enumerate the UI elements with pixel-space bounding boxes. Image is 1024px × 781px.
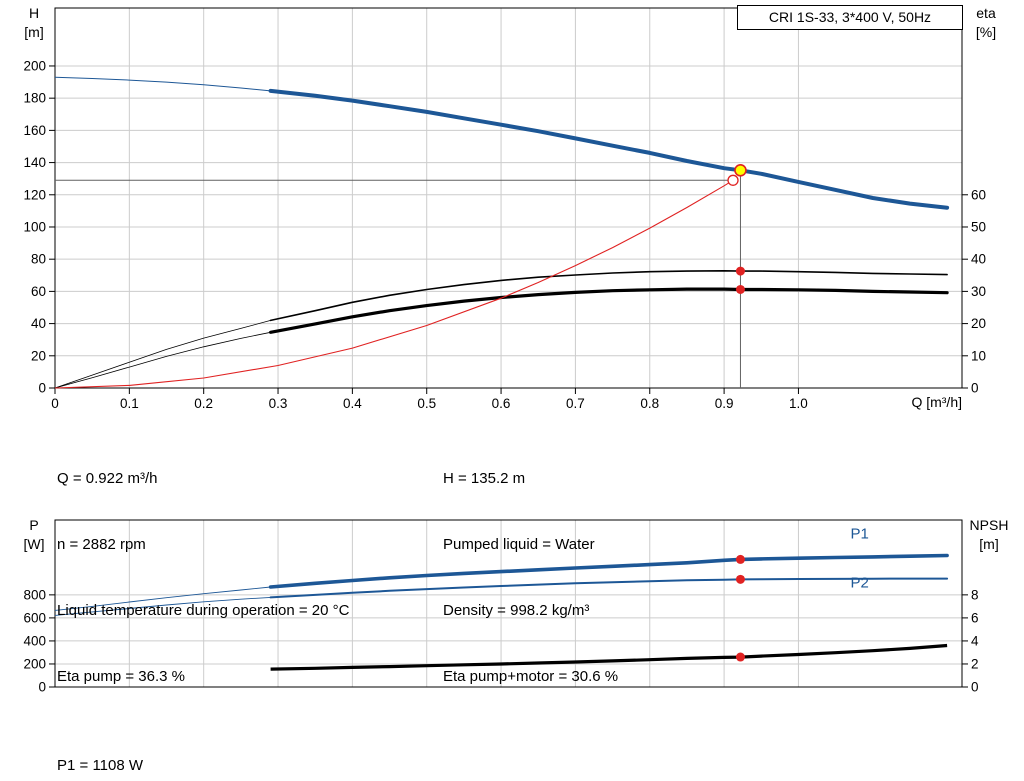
curve-title-box: CRI 1S-33, 3*400 V, 50Hz [737,5,963,30]
left-tick-label: 80 [31,252,46,267]
bottom-tick-label: 0.8 [640,396,659,411]
right-tick-label: 30 [971,284,986,299]
right-tick-label: 10 [971,348,986,363]
p-axis-unit: [W] [23,536,45,552]
p2-curve [269,577,949,599]
eta-pump-curve [269,269,948,322]
left-tick-label: 200 [23,656,46,671]
right-tick-label: 20 [971,316,986,331]
info-line-n: n = 2882 rpm [57,536,146,553]
left-tick-label: 120 [23,187,46,202]
right-tick-label: 0 [971,381,979,396]
right-tick-label: 50 [971,219,986,234]
head-curve-thin [54,76,271,92]
h-axis-unit: [m] [24,24,44,40]
system-curve [54,179,734,389]
npsh-axis-unit: [m] [979,536,999,552]
eta-pump-motor-curve-thin [54,331,271,389]
right-tick-label: 4 [971,633,979,648]
bottom-tick-label: 1.0 [789,396,808,411]
h-axis-title: H [m] [12,4,56,42]
p1-label: P1 [850,525,868,542]
left-tick-label: 0 [38,680,46,695]
eta-pump-curve-thin [54,320,271,389]
chart-power-npsh: 0 200 400 600 800 0 2 4 6 8 P1 P2 [23,519,979,695]
bottom-tick-label: 0.2 [194,396,213,411]
h-axis-symbol: H [28,5,40,21]
duty-point [734,164,747,177]
info-line-liquid: Pumped liquid = Water [443,536,595,553]
eta-pump-motor-point [735,284,745,294]
info-line-q: Q = 0.922 m³/h [57,470,158,487]
p2-curve-thin [54,596,271,616]
p1-point [735,554,745,564]
left-tick-label: 800 [23,587,46,602]
left-tick-label: 20 [31,348,46,363]
left-tick-label: 180 [23,91,46,106]
right-tick-label: 6 [971,610,979,625]
npsh-axis-symbol: NPSH [969,517,1009,533]
npsh-curve [270,643,948,671]
bottom-tick-label: 0.7 [566,396,585,411]
bottom-tick-label: 0.9 [715,396,734,411]
head-curve [268,88,950,210]
left-tick-label: 40 [31,316,46,331]
info-line-p1: P1 = 1108 W [57,757,144,774]
bottom-tick-label: 0.6 [492,396,511,411]
q-axis-title: Q [m³/h] [911,394,962,410]
npsh-point [735,652,745,662]
eta-axis-unit: [%] [975,24,997,40]
npsh-axis-title: NPSH [m] [960,516,1018,554]
right-tick-label: 40 [971,252,986,267]
bottom-tick-label: 0.1 [120,396,139,411]
info-line-density: Density = 998.2 kg/m³ [443,602,590,619]
p2-label: P2 [850,575,868,592]
left-tick-label: 60 [31,284,46,299]
left-tick-label: 0 [38,381,46,396]
info-line-eta-pump-motor: Eta pump+motor = 30.6 % [443,668,619,685]
info-line-eta-pump: Eta pump = 36.3 % [57,668,185,685]
plot-frame [54,7,963,389]
left-tick-label: 100 [23,219,46,234]
left-tick-label: 140 [23,155,46,170]
p-axis-title: P [W] [12,516,56,554]
bottom-tick-label: 0.5 [417,396,436,411]
chart-qh-eta: 0 20 40 60 80 100 120 140 160 180 200 0 10 20 30 40 50 60… [23,7,986,411]
p2-point [735,574,745,584]
eta-pump-motor-curve [269,287,949,334]
bottom-tick-label: 0.3 [269,396,288,411]
right-tick-label: 8 [971,587,979,602]
duty-info-right: H = 135.2 m Pumped liquid = Water Densit… [443,424,618,732]
p1-curve-thin [54,586,271,611]
right-tick-label: 0 [971,680,979,695]
bottom-tick-label: 0 [51,396,59,411]
duty-info-left: Q = 0.922 m³/h n = 2882 rpm Liquid tempe… [57,424,349,732]
bottom-tick-label: 0.4 [343,396,362,411]
eta-pump-point [735,266,745,276]
plot-frame [54,519,963,688]
info-line-temperature: Liquid temperature during operation = 20… [57,602,350,619]
power-info: P1 = 1108 W P2 = 934.6 W NPSH = 2.6 m [57,703,153,781]
right-tick-label: 60 [971,187,986,202]
left-tick-label: 200 [23,58,46,73]
eta-axis-symbol: eta [976,5,996,21]
system-open-point [727,174,739,186]
eta-axis-title: eta [%] [960,4,1012,42]
p1-curve [268,553,949,589]
left-tick-label: 160 [23,123,46,138]
left-tick-label: 400 [23,633,46,648]
p-axis-symbol: P [29,517,39,533]
left-tick-label: 600 [23,610,46,625]
right-tick-label: 2 [971,656,979,671]
info-line-h: H = 135.2 m [443,470,526,487]
